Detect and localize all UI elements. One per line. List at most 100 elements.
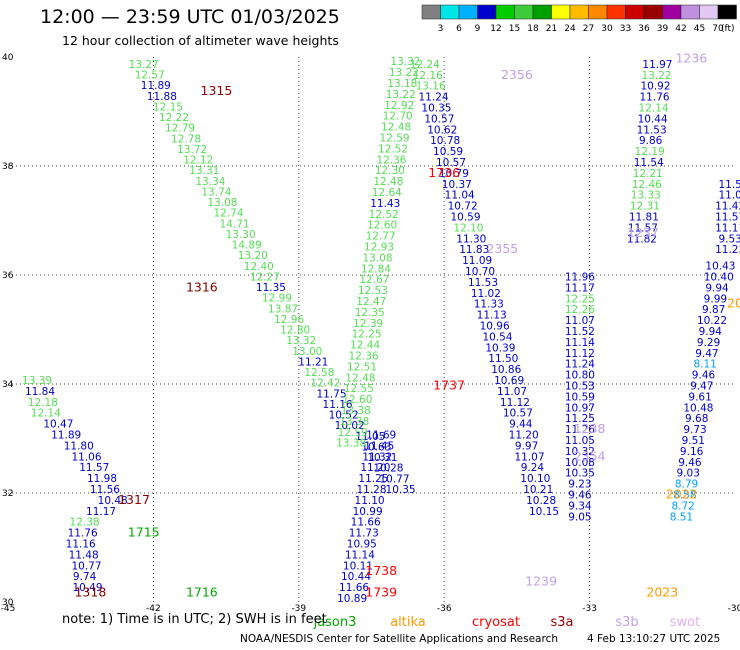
swh-point-label: 12.64 (372, 187, 402, 199)
swh-point-label: 11.07 (497, 386, 527, 398)
swh-point-label: 11.25 (358, 473, 388, 485)
swh-point-label: 11.16 (66, 539, 96, 551)
colorbar-swatch (458, 4, 478, 20)
swh-point-label: 13.74 (201, 186, 231, 198)
swh-point-label: 8.51 (670, 511, 693, 523)
swh-point-label: 9.74 (73, 571, 97, 583)
swh-point-label: 10.43 (705, 261, 735, 273)
y-tick-label: 32 (2, 489, 13, 499)
swh-point-label: 11.97 (642, 59, 672, 71)
swh-point-label: 13.38 (341, 405, 371, 417)
swh-point-label: 12.38 (70, 517, 100, 529)
colorbar-swatch (532, 4, 552, 20)
swh-point-label: 10.02 (335, 420, 365, 432)
swh-point-label: 13.38 (336, 438, 366, 450)
swh-point-label: 11.69 (366, 430, 396, 442)
swh-point-label: 11.20 (360, 462, 390, 474)
swh-point-label: 10.52 (329, 410, 359, 422)
swh-point-label: 13.18 (387, 78, 417, 90)
swh-point-label: 12.60 (342, 394, 372, 406)
swh-point-label: 10.28 (373, 463, 403, 475)
swh-point-label: 10.95 (347, 539, 377, 551)
colorbar-label: 15 (509, 24, 520, 34)
y-tick-label: 34 (2, 380, 14, 390)
colorbar-swatch (717, 4, 737, 20)
swh-point-label: 10.35 (421, 103, 451, 115)
swh-point-label: 10.59 (565, 391, 595, 403)
swh-point-label: 12.22 (159, 112, 189, 124)
swh-point-label: 12.36 (376, 154, 406, 166)
swh-point-label: 11.53 (468, 277, 498, 289)
swh-point-label: 12.48 (345, 372, 375, 384)
swh-point-label: 11.09 (462, 255, 492, 267)
swh-point-label: 9.94 (699, 326, 723, 338)
colorbar-swatch (662, 4, 682, 20)
swh-point-label: 12.59 (380, 132, 410, 144)
swh-point-label: 12.36 (349, 350, 379, 362)
swh-point-label: 12.60 (367, 220, 397, 232)
colorbar-label: 9 (475, 24, 481, 34)
swh-point-label: 12.59 (338, 427, 368, 439)
track-id-label: 1736 (428, 165, 460, 180)
track-id-label: 2356 (501, 67, 533, 82)
x-tick-label: -36 (437, 604, 452, 614)
swh-point-label: 12.78 (171, 133, 201, 145)
swh-point-label: 12.58 (304, 367, 334, 379)
swh-point-label: 11.33 (474, 299, 504, 311)
swh-point-label: 11.83 (459, 244, 489, 256)
swh-point-label: 11.89 (141, 80, 171, 92)
swh-point-label: 11.17 (86, 506, 116, 518)
colorbar-label: 12 (490, 24, 501, 34)
swh-point-label: 10.08 (565, 457, 595, 469)
swh-point-label: 11.20 (509, 430, 539, 442)
swh-point-label: 10.77 (71, 560, 101, 572)
track-id-label: 1239 (525, 574, 557, 589)
swh-point-label: 11.80 (64, 440, 94, 452)
swh-point-label: 11.12 (500, 397, 530, 409)
swh-point-label: 13.16 (416, 81, 446, 93)
swh-point-label: 9.87 (702, 304, 725, 316)
swh-point-label: 13.27 (129, 59, 159, 71)
swh-point-label: 12.48 (381, 122, 411, 134)
swh-point-label: 10.99 (353, 506, 383, 518)
colorbar-swatch (440, 4, 460, 20)
colorbar-swatch (477, 4, 497, 20)
swh-point-label: 10.44 (638, 113, 668, 125)
swh-point-label: 11.26 (565, 424, 595, 436)
track-id-label: 1318 (74, 585, 106, 600)
x-tick-label: -33 (582, 604, 597, 614)
track-id-label: 2354 (574, 448, 606, 463)
swh-point-label: 10.28 (526, 495, 556, 507)
swh-point-label: 11.17 (565, 282, 595, 294)
swh-point-label: 11.66 (339, 582, 369, 594)
swh-point-label: 11.75 (316, 388, 346, 400)
swh-point-label: 11.48 (69, 549, 99, 561)
swh-point-label: 11.05 (355, 431, 385, 443)
swh-point-label: 13.22 (641, 70, 671, 82)
swh-point-label: 11.02 (471, 288, 501, 300)
swh-point-label: 12.74 (213, 208, 243, 220)
swh-point-label: 12.42 (310, 378, 340, 390)
swh-point-label: 10.77 (379, 473, 409, 485)
swh-point-label: 11.23 (715, 244, 740, 256)
swh-point-label: 11.12 (565, 348, 595, 360)
swh-point-label: 11.24 (565, 359, 595, 371)
swh-point-label: 10.48 (683, 402, 713, 414)
swh-point-label: 13.34 (195, 176, 225, 188)
swh-point-label: 11.54 (634, 157, 664, 169)
swh-point-label: 12.77 (366, 231, 396, 243)
swh-point-label: 9.53 (718, 233, 740, 245)
swh-point-label: 11.30 (456, 233, 486, 245)
swh-point-label: 14.89 (232, 240, 262, 252)
colorbar-label: 27 (583, 24, 594, 34)
swh-point-label: 9.94 (705, 282, 729, 294)
swh-point-label: 12.10 (453, 222, 483, 234)
track-id-label: 1315 (201, 83, 233, 98)
swh-point-label: 11.53 (637, 124, 667, 136)
swh-point-label: 13.33 (631, 190, 661, 202)
colorbar-unit: (ft) (721, 24, 735, 34)
swh-point-label: 13.22 (386, 89, 416, 101)
swh-point-label: 12.25 (352, 329, 382, 341)
colorbar-swatch (551, 4, 571, 20)
